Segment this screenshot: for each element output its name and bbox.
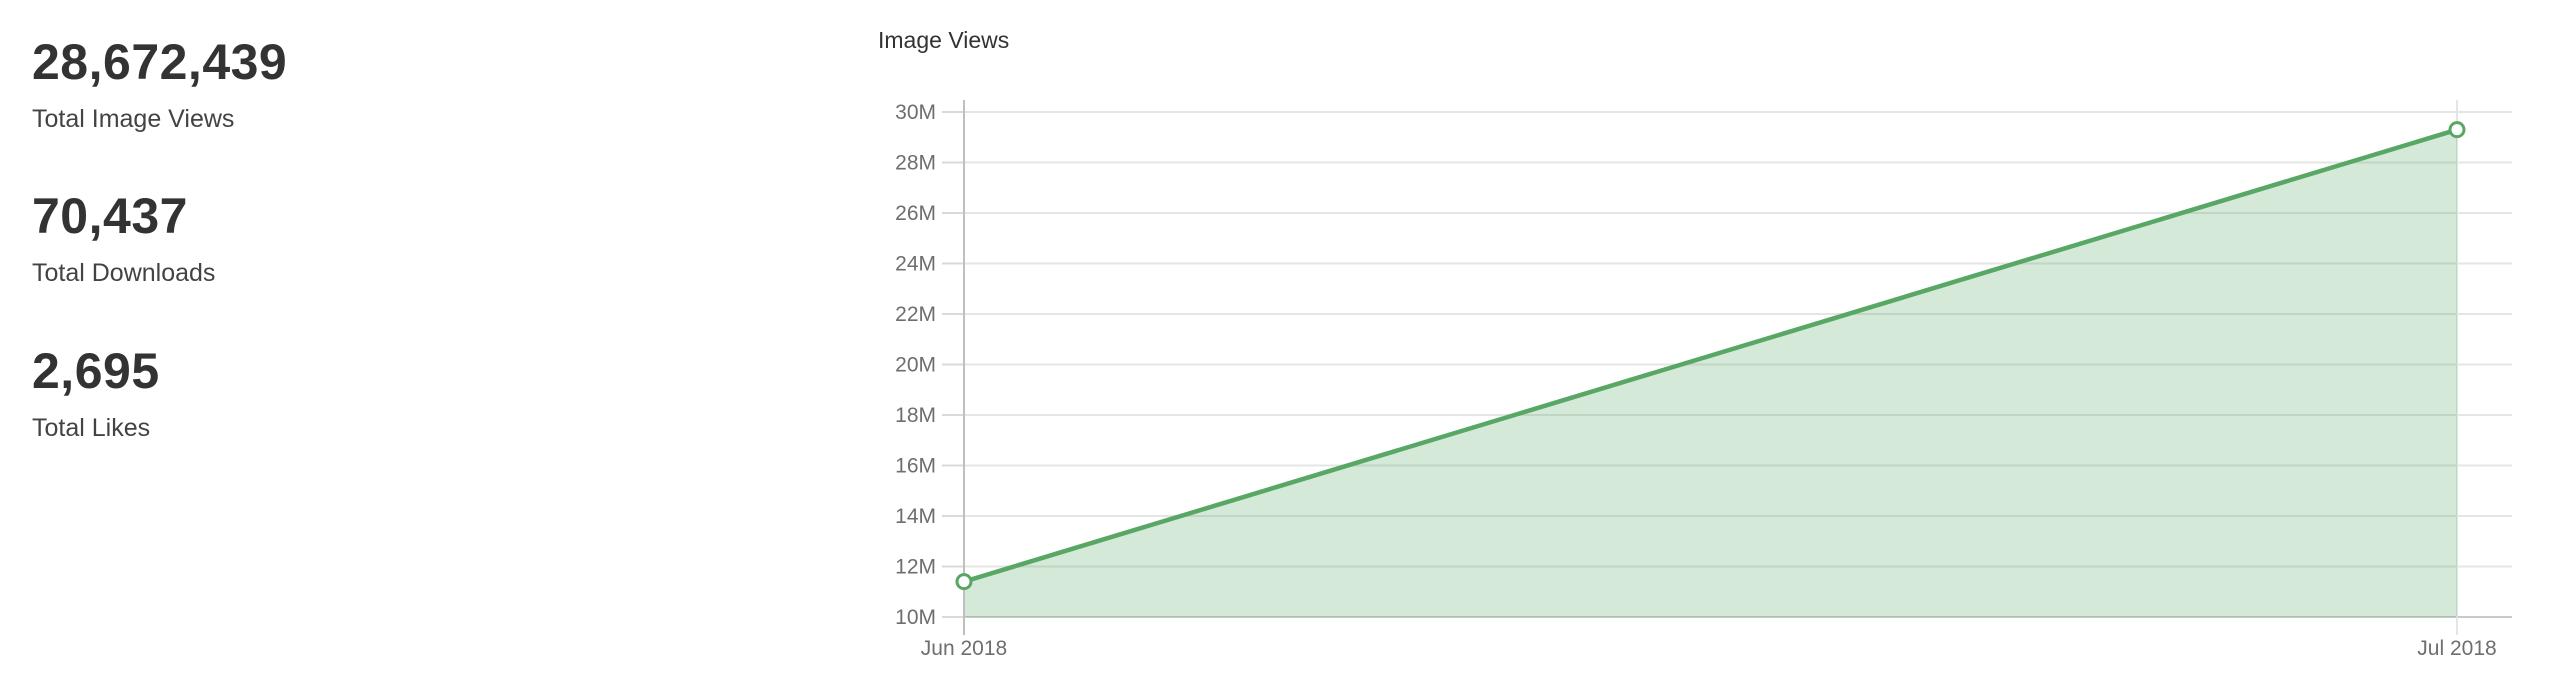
x-tick-label: Jun 2018 bbox=[921, 637, 1007, 660]
data-point-marker-1[interactable] bbox=[2448, 121, 2466, 139]
x-tick-label: Jul 2018 bbox=[2417, 637, 2496, 660]
stat-value-total-downloads: 70,437 bbox=[32, 188, 188, 244]
data-point-marker-0[interactable] bbox=[955, 573, 973, 591]
y-tick-label: 14M bbox=[895, 505, 936, 528]
chart-title: Image Views bbox=[878, 27, 1010, 53]
y-tick-label: 12M bbox=[895, 556, 936, 579]
stat-value-total-likes: 2,695 bbox=[32, 343, 160, 399]
y-tick-label: 10M bbox=[895, 606, 936, 629]
y-axis-labels: 10M 12M 14M 16M 18M 20M 22M 24M 26M 28M 30M bbox=[895, 101, 936, 629]
stat-label-total-image-views: Total Image Views bbox=[32, 105, 235, 133]
stat-total-image-views: 28,672,439 Total Image Views bbox=[32, 36, 287, 134]
image-views-chart: 10M 12M 14M 16M 18M 20M 22M 24M 26M 28M 30M Jun 201… bbox=[895, 100, 2512, 660]
y-tick-label: 24M bbox=[895, 253, 936, 276]
stat-label-total-downloads: Total Downloads bbox=[32, 259, 216, 287]
data-point-markers bbox=[955, 121, 2466, 591]
y-tick-label: 22M bbox=[895, 303, 936, 326]
y-tick-label: 30M bbox=[895, 101, 936, 124]
series-line bbox=[961, 127, 2460, 584]
x-axis-labels: Jun 2018 Jul 2018 bbox=[921, 637, 2497, 660]
stat-label-total-likes: Total Likes bbox=[32, 414, 151, 442]
y-tick-label: 28M bbox=[895, 152, 936, 175]
series-area-fill bbox=[964, 129, 2457, 618]
y-tick-label: 26M bbox=[895, 202, 936, 225]
y-gridlines bbox=[942, 111, 2512, 618]
y-tick-label: 20M bbox=[895, 354, 936, 377]
y-tick-label: 16M bbox=[895, 455, 936, 478]
y-tick-label: 18M bbox=[895, 404, 936, 427]
stat-total-likes: 2,695 Total Likes bbox=[32, 345, 160, 443]
stat-total-downloads: 70,437 Total Downloads bbox=[32, 190, 215, 288]
stat-value-total-image-views: 28,672,439 bbox=[32, 34, 288, 90]
